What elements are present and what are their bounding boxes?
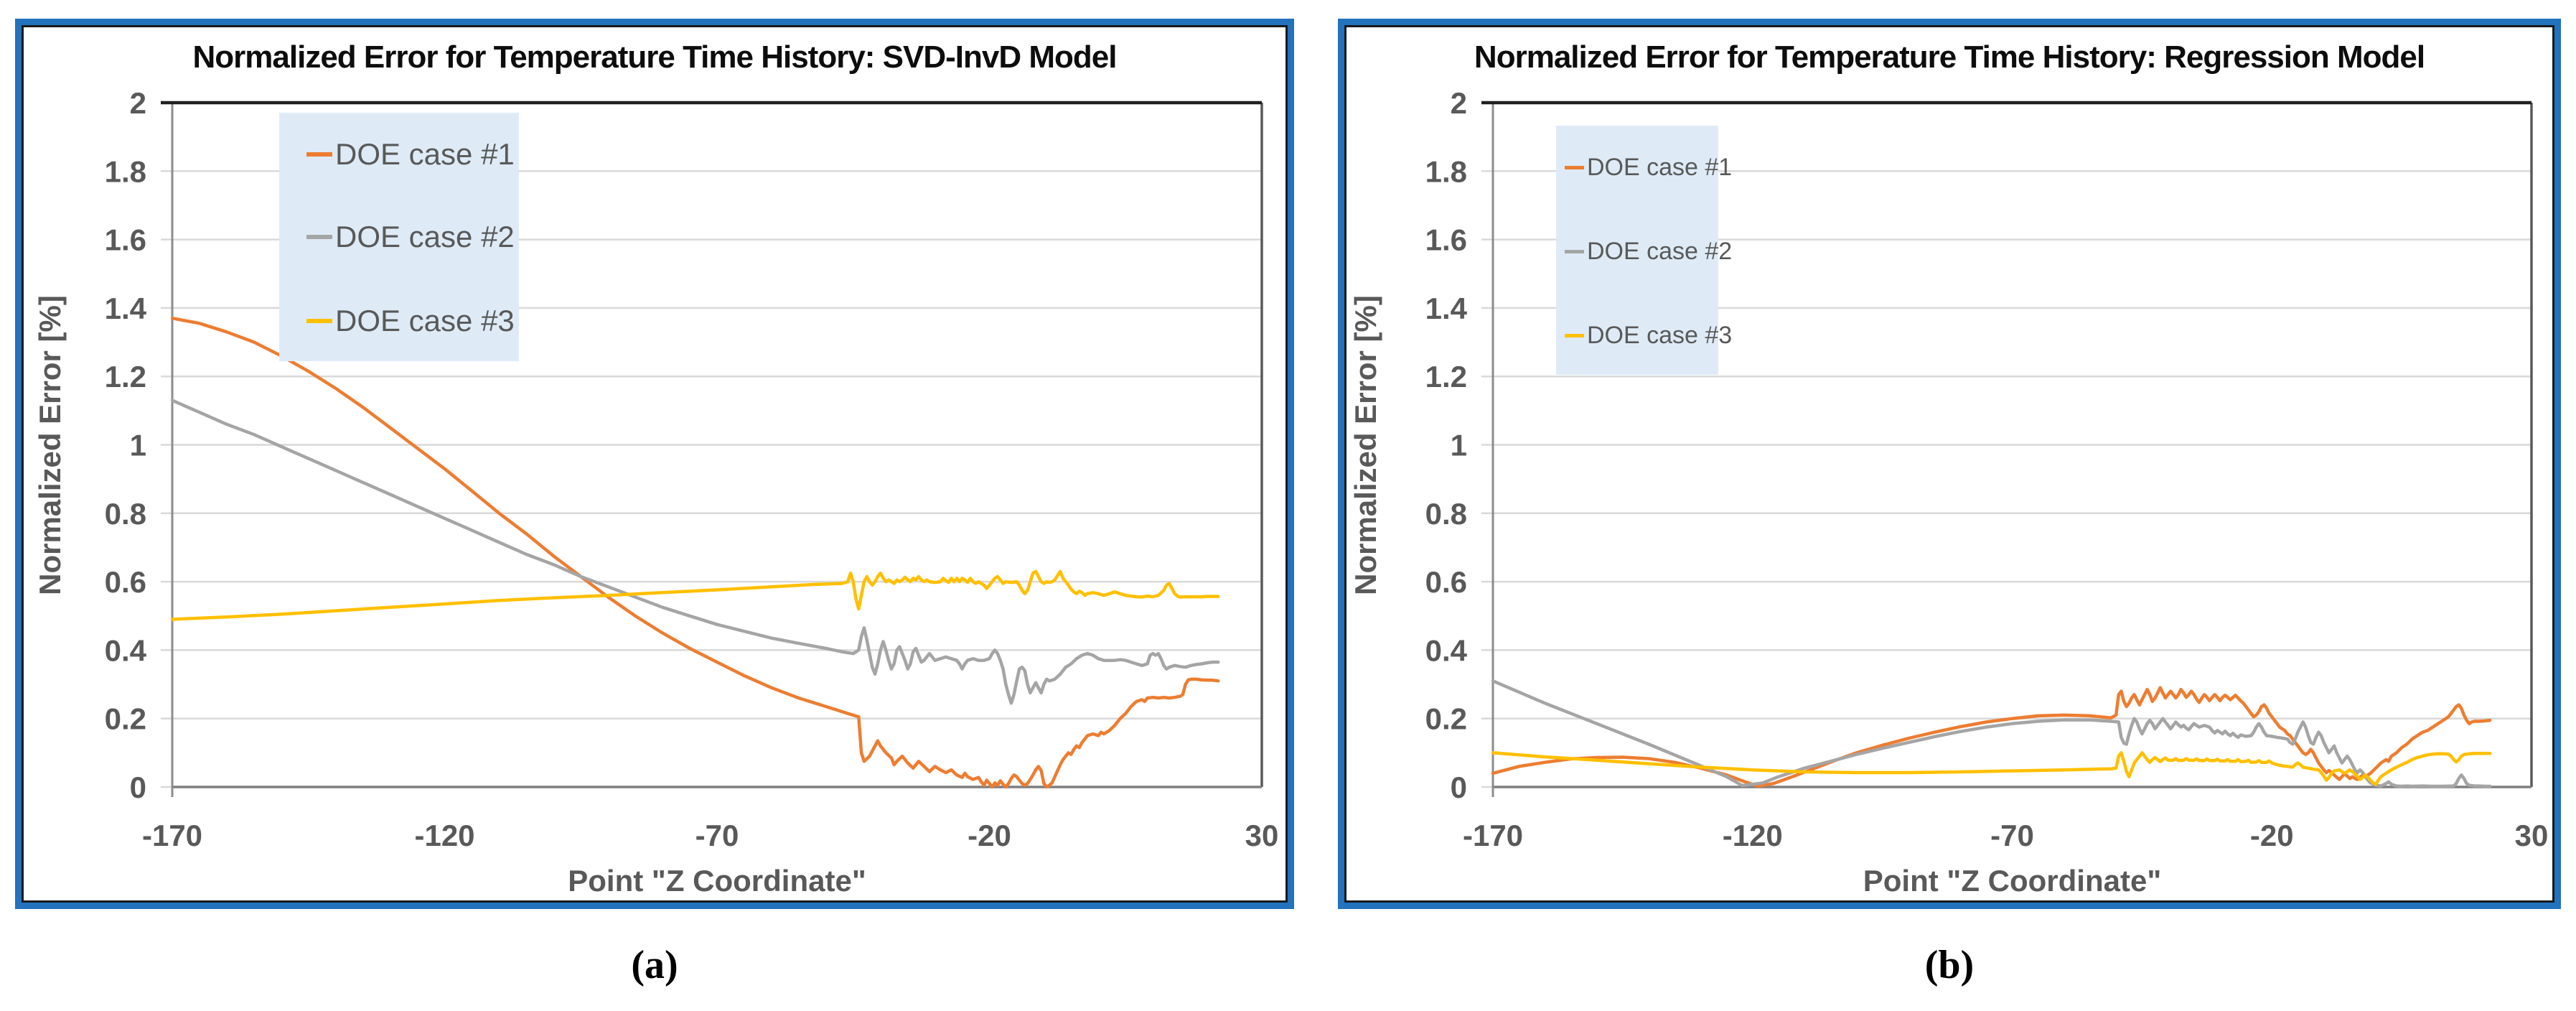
y-tick-label: 0.8 [1425,497,1467,531]
x-tick-label: -70 [1990,819,2034,852]
y-axis-title-a: Normalized Error [%] [33,295,67,595]
legend-item: DOE case #1 [1565,153,1733,181]
x-tick-label: -120 [1723,819,1783,852]
y-tick-label: 1.6 [1425,223,1467,257]
x-axis-title-b: Point "Z Coordinate" [1863,864,2162,898]
y-tick-label: 1.8 [1425,154,1467,188]
y-tick-label: 0.4 [1425,633,1468,667]
x-axis-title-a: Point "Z Coordinate" [568,864,866,898]
legend-label: DOE case #3 [335,304,515,337]
x-tick-label: -170 [1463,819,1523,852]
y-tick-label: 2 [130,86,146,120]
x-tick-label: -70 [695,819,739,852]
y-tick-label: 0.6 [1425,565,1467,599]
series-line-doe-case-1 [170,316,1220,789]
y-tick-label: 1.4 [105,292,147,325]
series-line-doe-case-1 [1491,686,2492,788]
legend-label: DOE case #2 [1587,237,1733,265]
y-tick-label: 0 [1451,770,1467,804]
y-tick-label: 1.4 [1425,292,1468,325]
series-line-icon [1565,333,1584,337]
chart-panel-a: Normalized Error for Temperature Time Hi… [15,19,1294,909]
y-tick-label: 1.6 [105,223,146,257]
series-line-icon [306,152,332,157]
y-tick-label: 1.2 [105,360,146,393]
legend-item: DOE case #1 [306,137,515,171]
x-tick-label: 30 [1245,819,1279,852]
series-line-doe-case-3 [170,569,1220,621]
series-line-icon [1565,249,1584,253]
legend-item: DOE case #3 [306,304,515,337]
y-tick-label: 1.2 [1425,360,1467,393]
legend-label: DOE case #1 [1587,153,1733,181]
caption-a: (a) [631,943,678,987]
legend-label: DOE case #2 [335,220,515,253]
chart-canvas-a: 0 0.2 0.4 0.6 0.8 1 1.2 1.4 1.6 1.8 2 -170 -120 -70 -2… [105,86,1279,852]
y-tick-label: 0.4 [105,633,147,667]
y-tick-label: 0 [130,770,146,804]
legend-item: DOE case #2 [1565,237,1733,265]
series-line-doe-case-2 [170,399,1220,705]
legend-b: DOE case #1 DOE case #2 DOE case #3 [1556,126,1732,375]
y-tick-label: 0.6 [105,565,146,599]
y-tick-label: 2 [1451,86,1467,120]
legend-item: DOE case #3 [1565,321,1733,349]
chart-panel-b: Normalized Error for Temperature Time Hi… [1338,19,2561,909]
x-tick-label: -170 [142,819,202,852]
series-line-doe-case-3 [1491,751,2492,786]
series-line-icon [306,235,332,239]
legend-label: DOE case #3 [1587,321,1733,349]
x-tick-label: -120 [414,819,474,852]
legend-a: DOE case #1 DOE case #2 DOE case #3 [279,113,519,361]
legend-label: DOE case #1 [335,137,515,171]
y-tick-label: 1 [130,429,146,462]
chart-title-a: Normalized Error for Temperature Time Hi… [192,39,1118,75]
x-tick-label: -20 [968,819,1011,852]
series-line-icon [1565,165,1584,169]
x-tick-label: 30 [2515,819,2549,852]
x-tick-label: -20 [2250,819,2294,852]
y-tick-label: 1.8 [105,154,146,188]
legend-item: DOE case #2 [306,220,515,253]
y-tick-label: 0.2 [1425,702,1467,736]
y-tick-label: 0.2 [105,702,146,736]
chart-title-b: Normalized Error for Temperature Time Hi… [1474,39,2425,75]
series-line-icon [306,319,332,323]
y-tick-label: 0.8 [105,497,146,531]
chart-canvas-b: 0 0.2 0.4 0.6 0.8 1 1.2 1.4 1.6 1.8 2 -170 -120 -70 -2… [1425,86,2549,852]
y-tick-label: 1 [1451,429,1467,462]
y-axis-title-b: Normalized Error [%] [1349,295,1382,595]
caption-b: (b) [1924,943,1975,987]
